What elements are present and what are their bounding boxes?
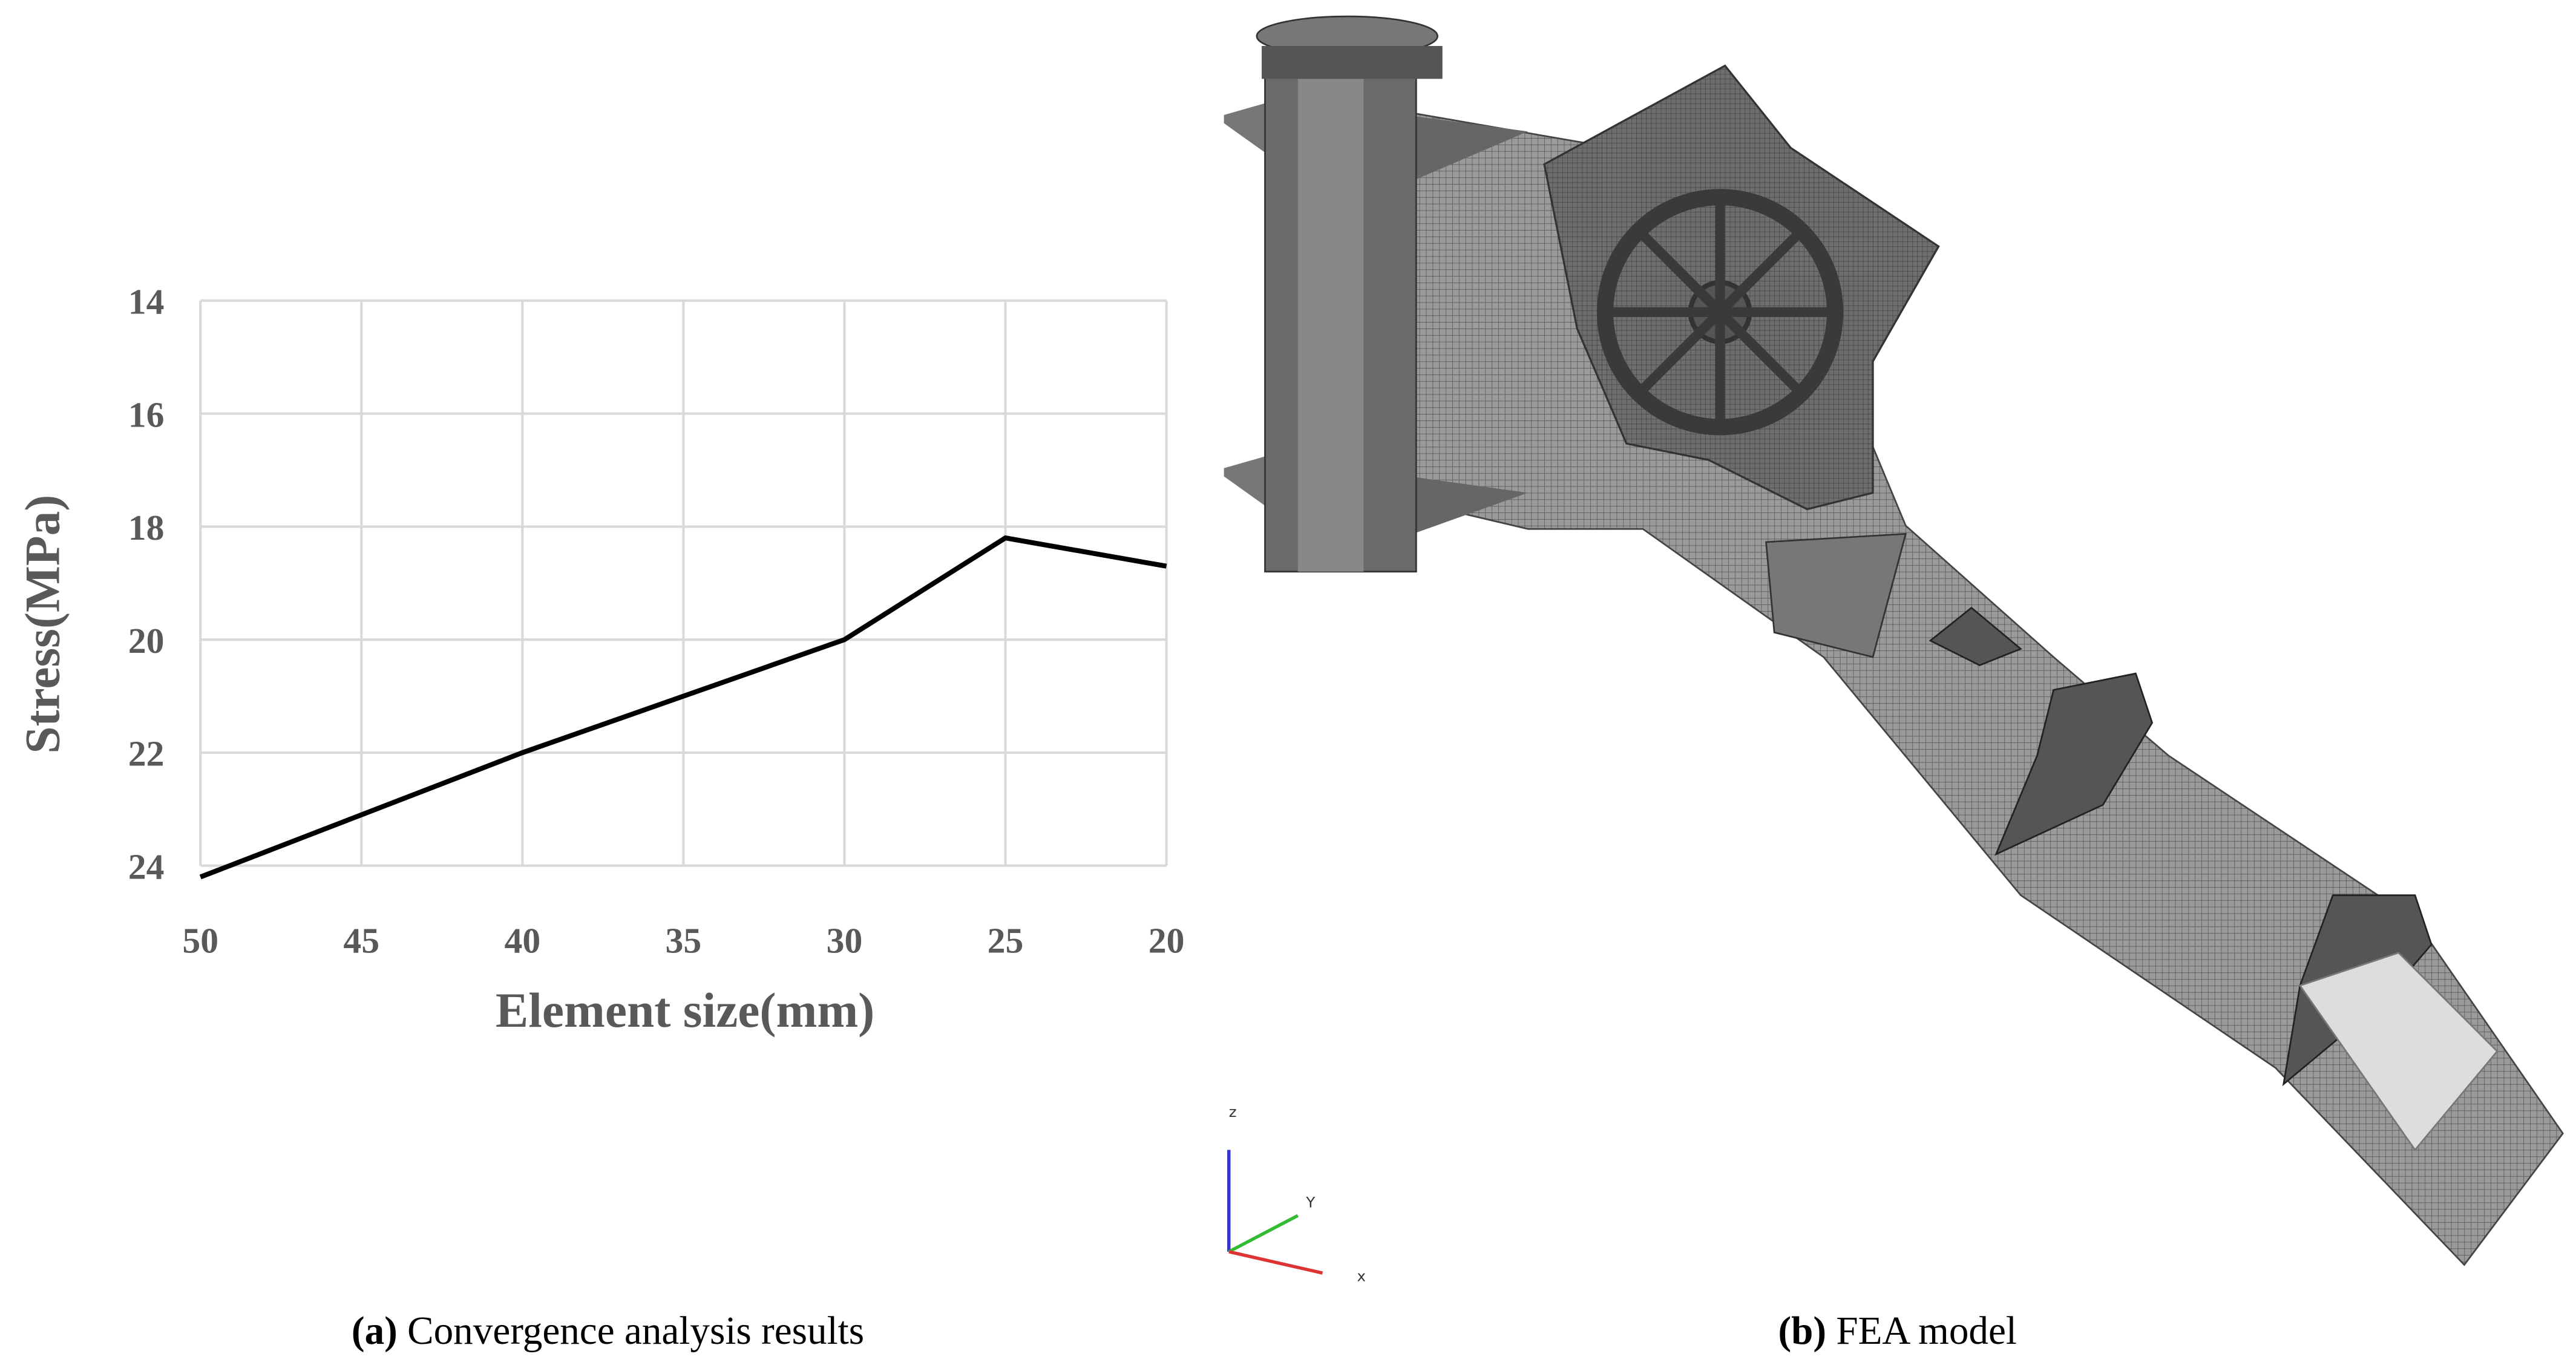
y-tick-label: 20 — [128, 621, 165, 661]
z-label: z — [1229, 1103, 1237, 1121]
x-tick-label: 50 — [182, 921, 218, 961]
y-tick-label: 18 — [128, 508, 165, 548]
x-label: x — [1357, 1268, 1366, 1285]
caption-a: (a) Convergence analysis results — [352, 1309, 864, 1353]
caption-label: (b) — [1778, 1309, 1826, 1353]
x-arrow — [1228, 1250, 1323, 1275]
caption-label: (a) — [352, 1309, 398, 1353]
x-tick-label: 45 — [343, 921, 379, 961]
chart: 14 16 18 20 22 24 50 45 40 35 30 25 20 — [128, 282, 1185, 961]
y-label: Y — [1305, 1193, 1315, 1211]
x-tick-label: 40 — [504, 921, 540, 961]
y-axis-title: Stress(MPa) — [15, 495, 70, 754]
y-tick-label: 22 — [128, 734, 165, 774]
spokes — [1605, 197, 1835, 427]
bracket — [1994, 672, 2154, 856]
y-arrow — [1228, 1214, 1299, 1254]
caption-b: (b) FEA model — [1778, 1309, 2017, 1353]
x-tick-label: 25 — [988, 921, 1024, 961]
pillar-cap — [1262, 46, 1443, 79]
x-tick-label: 35 — [666, 921, 702, 961]
fin — [1404, 115, 1528, 181]
fea-model — [1224, 15, 2564, 1266]
hole — [1929, 606, 2022, 667]
x-axis-title: Element size(mm) — [496, 983, 874, 1038]
y-tick-label: 16 — [128, 394, 165, 434]
x-tick-label: 20 — [1149, 921, 1185, 961]
x-tick-label: 30 — [827, 921, 863, 961]
data-line — [199, 535, 1167, 880]
fin — [1409, 476, 1528, 534]
axis-triad: z Y x — [1227, 1103, 1366, 1285]
y-tick-label: 14 — [128, 282, 165, 322]
contact — [2298, 952, 2499, 1151]
caption-text: FEA model — [1836, 1309, 2017, 1353]
clamp — [1765, 532, 1907, 658]
caption-text: Convergence analysis results — [407, 1309, 864, 1353]
pillar-face — [1297, 49, 1364, 572]
y-tick-label: 24 — [128, 846, 165, 886]
